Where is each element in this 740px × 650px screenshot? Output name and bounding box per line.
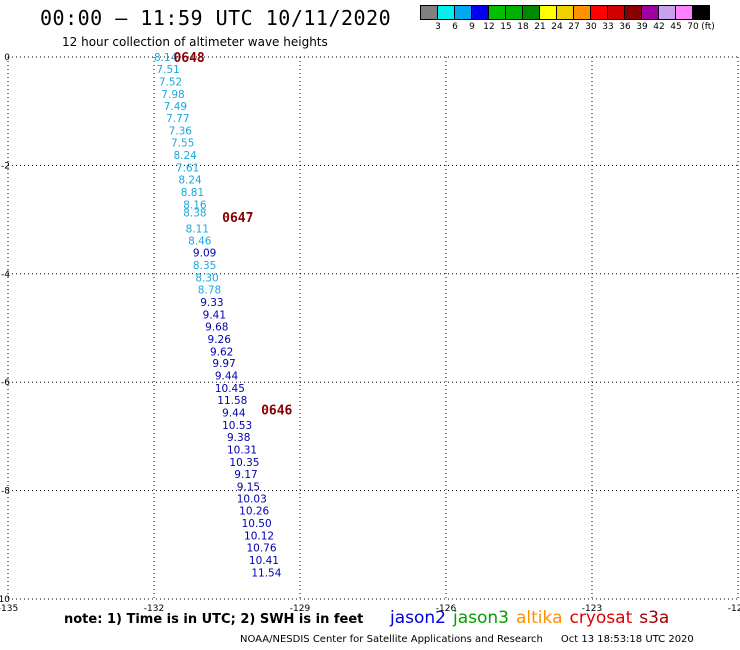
legend-label: 21 xyxy=(534,22,546,32)
legend-label: 15 xyxy=(500,22,512,32)
satellite-cryosat: cryosat xyxy=(569,608,633,628)
wave-height-label: 10.12 xyxy=(244,531,274,543)
legend-label: 36 xyxy=(619,22,631,32)
wave-height-label: 8.78 xyxy=(198,285,221,297)
x-tick-label: -129 xyxy=(290,604,311,614)
legend-label: 45 xyxy=(670,22,682,32)
footer-note: note: 1) Time is in UTC; 2) SWH is in fe… xyxy=(64,612,364,627)
legend-unit: (ft) xyxy=(701,22,715,32)
legend-label: 30 xyxy=(585,22,597,32)
wave-height-label: 9.09 xyxy=(193,248,216,260)
wave-height-label: 10.76 xyxy=(246,543,276,555)
wave-height-label: 10.03 xyxy=(237,494,267,506)
wave-height-label: 10.50 xyxy=(242,518,272,530)
wave-height-label: 9.41 xyxy=(203,309,226,321)
legend-swatch xyxy=(692,5,710,20)
legend-label: 27 xyxy=(568,22,580,32)
wave-height-label: 9.62 xyxy=(210,346,233,358)
y-tick-label: -4 xyxy=(1,270,10,280)
legend-label: 18 xyxy=(517,22,529,32)
x-tick-label: -120 xyxy=(728,604,740,614)
wave-height-label: 9.38 xyxy=(227,432,250,444)
satellite-legend: jason2 jason3 altika cryosat s3a xyxy=(390,608,676,628)
x-tick-label: -132 xyxy=(144,604,164,614)
x-tick-label: -126 xyxy=(436,604,457,614)
wave-height-label: 7.77 xyxy=(166,113,189,125)
wave-height-label: 9.15 xyxy=(237,481,260,493)
wave-height-label: 10.53 xyxy=(222,420,252,432)
color-legend-labels: 3 6 9 12 15 18 21 24 27 30 33 36 39 42 45 70 (ft) xyxy=(421,22,740,34)
satellite-s3a: s3a xyxy=(639,608,670,628)
wave-height-label: 11.54 xyxy=(251,567,281,579)
color-legend xyxy=(420,5,710,20)
wave-height-label: 8.81 xyxy=(181,187,204,199)
x-tick-label: -123 xyxy=(582,604,602,614)
x-tick-label: -135 xyxy=(0,604,18,614)
wave-height-label: 9.26 xyxy=(208,334,232,346)
pass-time-label: 0646 xyxy=(261,403,292,418)
wave-height-label: 7.51 xyxy=(156,64,179,76)
wave-height-label: 10.26 xyxy=(239,506,269,518)
wave-height-label: 9.97 xyxy=(212,358,235,370)
credit-text: NOAA/NESDIS Center for Satellite Applica… xyxy=(240,634,543,645)
wave-height-label: 8.24 xyxy=(173,150,197,162)
credit-line: NOAA/NESDIS Center for Satellite Applica… xyxy=(240,634,694,645)
wave-height-label: 10.31 xyxy=(227,444,257,456)
page-title: 00:00 – 11:59 UTC 10/11/2020 xyxy=(40,6,392,30)
wave-height-label: 7.61 xyxy=(176,163,199,175)
satellite-jason2: jason2 xyxy=(390,608,446,628)
pass-time-label: 0647 xyxy=(222,211,253,226)
legend-label: 6 xyxy=(452,22,458,32)
satellite-jason3: jason3 xyxy=(453,608,509,628)
wave-height-label: 7.36 xyxy=(169,126,193,138)
wave-height-label: 10.45 xyxy=(215,383,245,395)
legend-label: 3 xyxy=(435,22,441,32)
pass-time-label: 0648 xyxy=(173,51,204,66)
y-tick-label: -6 xyxy=(1,378,10,388)
wave-height-label: 8.38 xyxy=(183,208,206,220)
page-subtitle: 12 hour collection of altimeter wave hei… xyxy=(62,35,328,49)
wave-height-label: 8.46 xyxy=(188,236,212,248)
wave-height-label: 8.11 xyxy=(186,223,209,235)
wave-height-label: 8.35 xyxy=(193,260,216,272)
wave-height-label: 11.58 xyxy=(217,395,247,407)
generation-timestamp: Oct 13 18:53:18 UTC 2020 xyxy=(560,634,694,645)
wave-height-label: 8.24 xyxy=(178,174,202,186)
wave-height-label: 7.49 xyxy=(164,101,187,113)
wave-height-label: 10.35 xyxy=(229,457,259,469)
legend-label: 24 xyxy=(551,22,563,32)
legend-label: 70 xyxy=(687,22,699,32)
wave-height-label: 7.52 xyxy=(159,76,182,88)
wave-height-label: 8.14 xyxy=(154,52,178,64)
wave-height-label: 9.44 xyxy=(215,371,239,383)
legend-label: 39 xyxy=(636,22,648,32)
legend-label: 9 xyxy=(469,22,475,32)
wave-height-label: 9.68 xyxy=(205,321,228,333)
wave-height-label: 7.55 xyxy=(171,138,194,150)
y-tick-label: 0 xyxy=(4,53,10,63)
wave-height-label: 9.17 xyxy=(234,469,257,481)
wave-height-label: 9.44 xyxy=(222,408,246,420)
y-tick-label: -10 xyxy=(0,595,10,605)
y-tick-label: -8 xyxy=(1,487,10,497)
legend-label: 42 xyxy=(653,22,665,32)
legend-label: 12 xyxy=(483,22,495,32)
wave-height-label: 8.30 xyxy=(195,273,218,285)
satellite-altika: altika xyxy=(516,608,563,628)
wave-height-label: 7.98 xyxy=(161,89,184,101)
wave-height-label: 8.16 xyxy=(183,199,207,211)
y-tick-label: -2 xyxy=(1,161,10,171)
legend-label: 33 xyxy=(602,22,614,32)
wave-height-label: 10.41 xyxy=(249,555,279,567)
wave-height-label: 9.33 xyxy=(200,297,223,309)
